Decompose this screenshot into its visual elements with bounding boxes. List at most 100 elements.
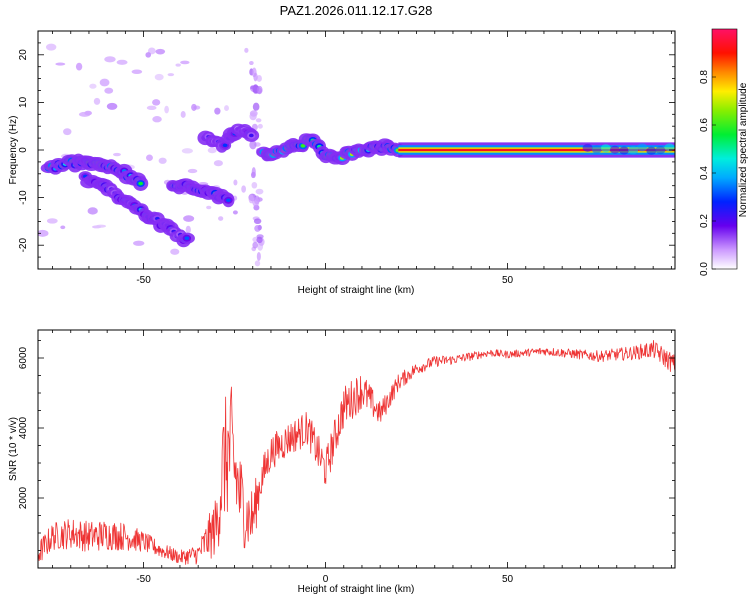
spectrogram-noise-blob	[167, 73, 175, 77]
colorbar-tick-label: 0.0	[699, 262, 710, 276]
spectrogram-smear	[249, 140, 257, 150]
colorbar-label: Normalized spectral amplitude	[738, 82, 749, 217]
spectrogram-noise-blob	[232, 210, 238, 215]
spectrogram-ylabel: Frequency (Hz)	[8, 116, 19, 185]
spectrogram-noise-blob	[206, 205, 212, 210]
spectrogram-smear	[256, 75, 262, 82]
spectrogram-smear	[252, 241, 258, 249]
spectrogram-smear	[255, 118, 262, 123]
spectrogram-noise-blob	[38, 229, 49, 237]
spectrogram-noise-blob	[106, 102, 118, 110]
spectrogram-smear	[250, 85, 255, 90]
spectrogram-noise-blob	[155, 48, 166, 55]
spectrogram-noise-blob	[131, 69, 143, 75]
spectrogram-ytick-label: 10	[18, 96, 29, 108]
spectrogram-feature	[256, 133, 405, 166]
spectrogram-noise-blob	[104, 87, 114, 94]
spectrogram-smear	[253, 72, 258, 82]
spectrogram-ytick-label: -10	[18, 190, 29, 205]
colorbar-tick-label: 0.6	[699, 118, 710, 132]
spectrogram-smear	[254, 260, 261, 267]
spectrogram-noise-blob	[224, 105, 229, 112]
spectrogram-feature	[166, 178, 235, 208]
colorbar-tick-label: 0.8	[699, 70, 710, 84]
spectrogram-xlabel: Height of straight line (km)	[298, 285, 415, 296]
snr-plot-area	[38, 330, 675, 568]
snr-xtick-label: -50	[136, 574, 151, 585]
snr-ytick-label: 2000	[18, 486, 29, 509]
spectrogram-smear	[248, 194, 254, 204]
spectrogram-noise-blob	[55, 62, 66, 66]
spectrogram-noise-blob	[89, 83, 97, 89]
spectrogram-noise-blob	[244, 47, 249, 53]
spectrogram-ytick-label: 0	[18, 147, 29, 153]
spectrogram-noise-blob	[133, 240, 145, 246]
snr-ticks: -50 0 50 2000 4000 6000	[18, 330, 675, 585]
spectrogram-smear	[252, 197, 260, 207]
spectrogram-smear	[257, 123, 263, 129]
snr-xtick-label: 50	[502, 574, 514, 585]
spectrogram-noise-blob	[146, 105, 157, 111]
spectrogram-smear	[255, 188, 264, 195]
spectrogram-smear	[251, 181, 258, 189]
spectrogram-noise-blob	[183, 215, 195, 222]
colorbar: 0.0 0.2 0.4 0.6 0.8 Normalized spectral ampl…	[699, 28, 749, 276]
spectrogram-noise-blob	[145, 52, 152, 58]
spectrogram-noise-blob	[46, 218, 58, 224]
spectrogram-noise-blob	[233, 179, 238, 186]
snr-ylabel: SNR (10 * v/v)	[8, 417, 19, 481]
spectrogram-smear	[256, 85, 263, 95]
spectrogram-noise-blob	[63, 128, 72, 136]
snr-xtick-label: 0	[323, 574, 329, 585]
spectrogram-noise-blob	[60, 225, 66, 230]
spectrogram-noise-blob	[93, 97, 101, 105]
spectrogram-smear	[249, 60, 254, 66]
spectrogram-noise-blob	[152, 116, 162, 123]
spectrogram-smear	[253, 218, 262, 225]
spectrogram-ytick-label: -20	[18, 238, 29, 253]
spectrogram-noise-blob	[104, 56, 116, 63]
spectrogram-noise-blob	[116, 59, 128, 65]
spectrogram-noise-blob	[152, 99, 161, 106]
spectrogram-ticks: -50 50 -20 -10 0 10 20	[18, 30, 675, 286]
spectrogram-noise-blob	[207, 147, 217, 154]
spectrogram-noise-blob	[154, 73, 164, 81]
spectrogram-noise-blob	[99, 78, 110, 87]
snr-series-line	[38, 340, 675, 565]
snr-xlabel: Height of straight line (km)	[298, 584, 415, 595]
colorbar-tick-label: 0.2	[699, 214, 710, 228]
spectrogram-noise-blob	[187, 168, 198, 174]
spectrogram-xtick-label: -50	[136, 275, 151, 286]
spectrogram-noise-blob	[241, 185, 247, 193]
spectrogram-feature	[197, 123, 260, 153]
spectrogram-noise-blob	[75, 62, 83, 71]
spectrogram-noise-blob	[214, 107, 221, 115]
spectrogram-smear	[254, 224, 261, 232]
colorbar-tick-label: 0.4	[699, 166, 710, 180]
spectrogram-noise-blob	[95, 224, 107, 228]
spectrogram-smear	[256, 236, 263, 244]
spectrogram-noise-blob	[213, 160, 223, 167]
spectrogram-feature	[78, 171, 195, 248]
spectrogram-noise-blob	[175, 63, 181, 67]
figure-title: PAZ1.2026.011.12.17.G28	[280, 3, 433, 18]
colorbar-frame	[711, 28, 738, 270]
spectrogram-feature	[398, 142, 675, 158]
spectrogram-noise-blob	[45, 43, 57, 51]
spectrogram-smear	[249, 112, 257, 121]
spectrogram-panel: -50 50 -20 -10 0 10 20 Height of straight line…	[8, 30, 676, 296]
spectrogram-noise-blob	[218, 216, 224, 221]
colorbar-gradient	[712, 29, 737, 269]
snr-panel: -50 0 50 2000 4000 6000 Height of straight li…	[8, 329, 676, 595]
spectrogram-noise-blob	[170, 248, 180, 255]
spectrogram-noise-blob	[158, 157, 167, 164]
spectrogram-noise-blob	[180, 110, 186, 118]
spectrogram-xtick-label: 50	[502, 275, 514, 286]
spectrogram-smear	[252, 102, 260, 111]
spectrogram-noise-blob	[164, 105, 169, 114]
spectrogram-noise-blob	[191, 103, 197, 111]
spectrogram-noise-blob	[78, 111, 91, 117]
spectrogram-noise-blob	[146, 154, 153, 161]
spectrogram-noise-blob	[87, 207, 98, 215]
